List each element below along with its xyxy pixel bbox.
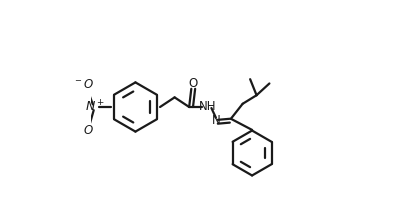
Text: $O$: $O$ (83, 125, 93, 137)
Text: N: N (212, 114, 220, 127)
Text: $^-O$: $^-O$ (73, 78, 94, 91)
Text: O: O (188, 77, 198, 90)
Text: $N^+$: $N^+$ (85, 99, 105, 115)
Text: NH: NH (199, 100, 217, 113)
